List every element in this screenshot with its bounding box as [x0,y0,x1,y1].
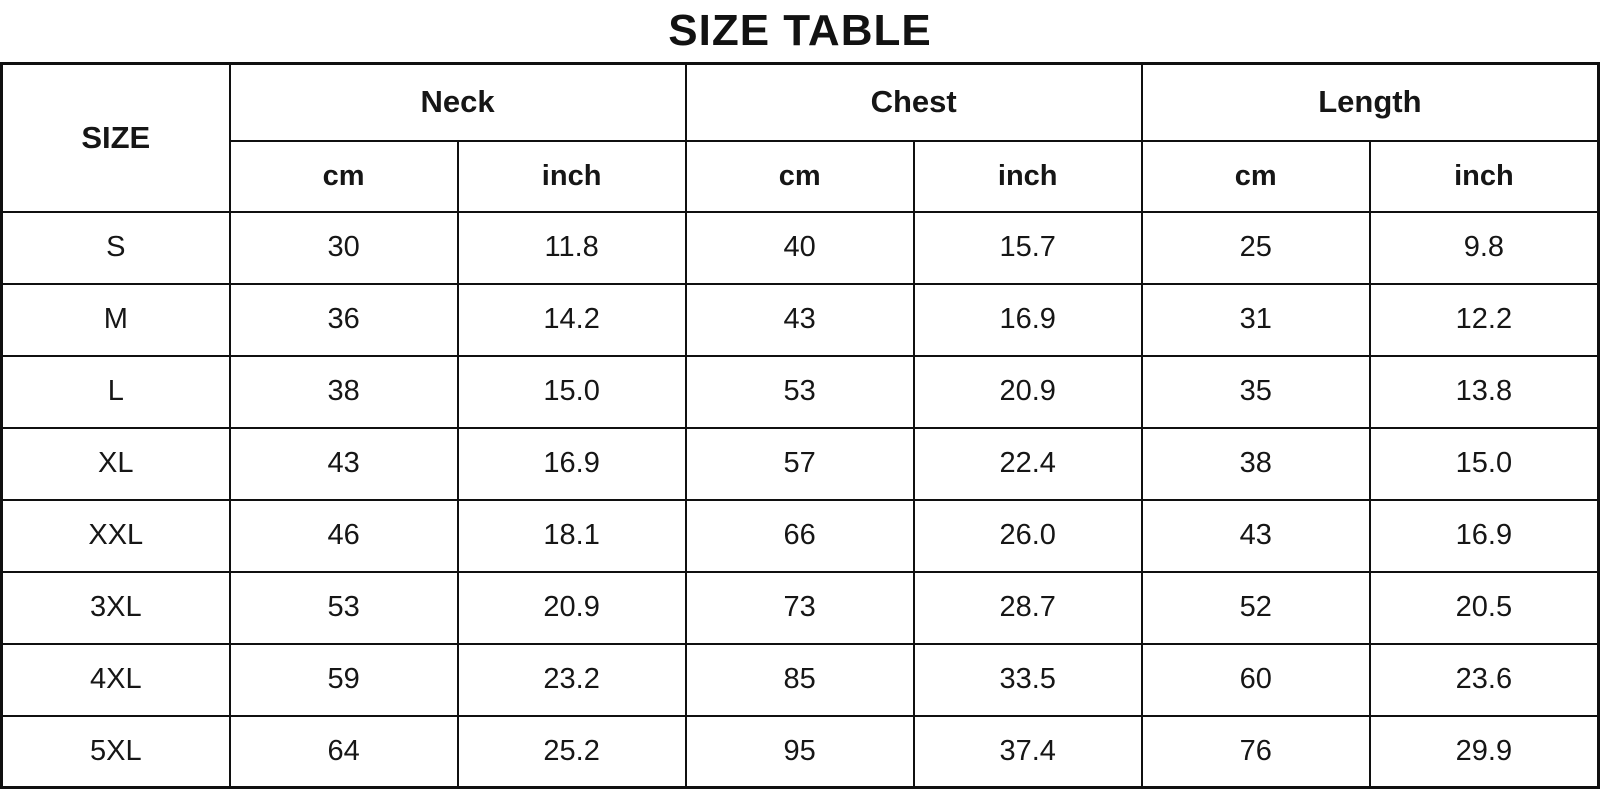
cell-neck-cm: 36 [228,282,459,357]
cell-size: S [0,210,231,285]
size-table-body: S 30 11.8 40 15.7 25 9.8 M 36 14.2 43 16… [0,210,1600,789]
header-group-row: SIZE Neck Chest Length [0,62,1600,213]
cell-chest-cm: 40 [684,210,915,285]
cell-neck-inch: 11.8 [456,210,687,285]
cell-size: L [0,354,231,429]
unit-header-chest-inch: inch [912,139,1143,213]
cell-length-cm: 25 [1140,210,1371,285]
cell-neck-cm: 43 [228,426,459,501]
cell-chest-inch: 15.7 [912,210,1143,285]
unit-header-neck-cm: cm [228,139,459,213]
cell-size: 5XL [0,714,231,789]
cell-size: 3XL [0,570,231,645]
cell-length-cm: 60 [1140,642,1371,717]
cell-neck-cm: 53 [228,570,459,645]
table-row: M 36 14.2 43 16.9 31 12.2 [0,282,1600,357]
table-row: XL 43 16.9 57 22.4 38 15.0 [0,426,1600,501]
cell-neck-inch: 20.9 [456,570,687,645]
cell-length-cm: 43 [1140,498,1371,573]
col-header-size: SIZE [0,62,231,213]
cell-chest-inch: 33.5 [912,642,1143,717]
cell-length-inch: 9.8 [1368,210,1600,285]
cell-chest-inch: 26.0 [912,498,1143,573]
cell-length-inch: 16.9 [1368,498,1600,573]
cell-chest-cm: 57 [684,426,915,501]
unit-header-length-cm: cm [1140,139,1371,213]
size-table: SIZE Neck Chest Length cm inch cm inch c… [0,62,1600,789]
table-row: S 30 11.8 40 15.7 25 9.8 [0,210,1600,285]
cell-length-cm: 35 [1140,354,1371,429]
cell-chest-cm: 66 [684,498,915,573]
table-row: L 38 15.0 53 20.9 35 13.8 [0,354,1600,429]
cell-length-inch: 29.9 [1368,714,1600,789]
cell-neck-cm: 38 [228,354,459,429]
cell-neck-inch: 15.0 [456,354,687,429]
cell-length-inch: 13.8 [1368,354,1600,429]
page-title: SIZE TABLE [668,6,932,55]
cell-size: XXL [0,498,231,573]
cell-neck-inch: 16.9 [456,426,687,501]
cell-chest-inch: 37.4 [912,714,1143,789]
cell-chest-cm: 85 [684,642,915,717]
cell-neck-cm: 46 [228,498,459,573]
cell-length-cm: 38 [1140,426,1371,501]
table-row: 5XL 64 25.2 95 37.4 76 29.9 [0,714,1600,789]
cell-length-cm: 31 [1140,282,1371,357]
col-group-length: Length [1140,62,1600,142]
cell-length-inch: 12.2 [1368,282,1600,357]
cell-length-inch: 23.6 [1368,642,1600,717]
size-table-header: SIZE Neck Chest Length cm inch cm inch c… [0,62,1600,213]
unit-header-chest-cm: cm [684,139,915,213]
cell-chest-cm: 43 [684,282,915,357]
unit-header-length-inch: inch [1368,139,1600,213]
col-group-chest: Chest [684,62,1143,142]
cell-length-inch: 15.0 [1368,426,1600,501]
table-row: XXL 46 18.1 66 26.0 43 16.9 [0,498,1600,573]
header-unit-row: cm inch cm inch cm inch [2,139,1600,213]
cell-neck-cm: 64 [228,714,459,789]
cell-neck-inch: 23.2 [456,642,687,717]
cell-length-cm: 76 [1140,714,1371,789]
cell-neck-cm: 30 [228,210,459,285]
cell-size: 4XL [0,642,231,717]
cell-neck-inch: 25.2 [456,714,687,789]
cell-chest-inch: 16.9 [912,282,1143,357]
cell-neck-inch: 14.2 [456,282,687,357]
table-row: 4XL 59 23.2 85 33.5 60 23.6 [0,642,1600,717]
cell-size: XL [0,426,231,501]
cell-neck-inch: 18.1 [456,498,687,573]
cell-chest-cm: 53 [684,354,915,429]
cell-chest-cm: 73 [684,570,915,645]
cell-chest-inch: 20.9 [912,354,1143,429]
cell-length-cm: 52 [1140,570,1371,645]
cell-chest-inch: 22.4 [912,426,1143,501]
col-group-neck: Neck [228,62,687,142]
cell-size: M [0,282,231,357]
cell-chest-inch: 28.7 [912,570,1143,645]
cell-chest-cm: 95 [684,714,915,789]
table-row: 3XL 53 20.9 73 28.7 52 20.5 [0,570,1600,645]
unit-header-neck-inch: inch [456,139,687,213]
cell-neck-cm: 59 [228,642,459,717]
cell-length-inch: 20.5 [1368,570,1600,645]
